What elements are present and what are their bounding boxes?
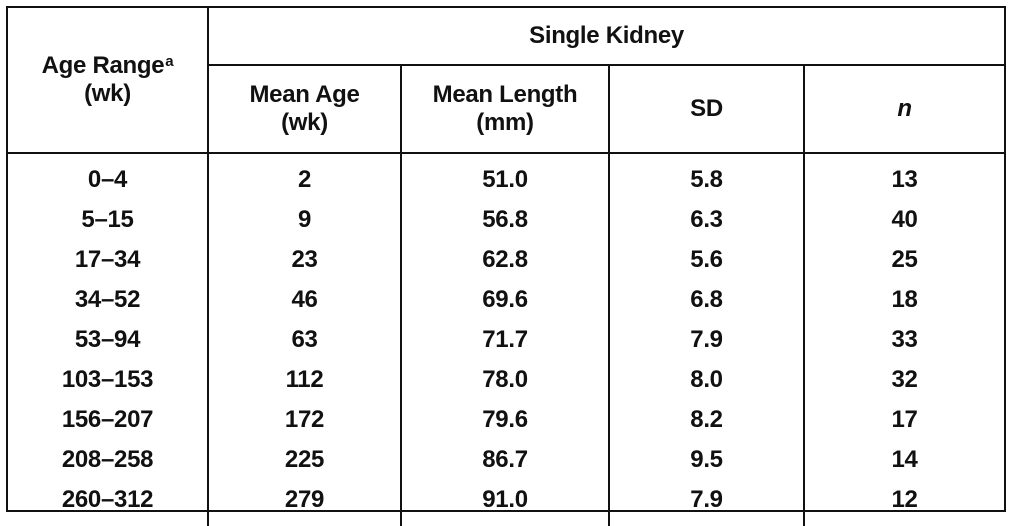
mean-age-cell: 46: [208, 280, 402, 320]
mean-age-header-label: Mean Age: [249, 81, 360, 108]
n-cell: 13: [891, 166, 918, 193]
n-cell: 12: [891, 486, 918, 513]
mean-length-cell: 62.8: [401, 240, 610, 280]
mean-age-cell: 9: [208, 200, 402, 240]
age-range-header-label: Age Range: [41, 52, 165, 79]
table-row: 34–52 46 69.6 6.8 18: [8, 280, 1004, 320]
sd-cell: 7.9: [609, 320, 805, 360]
mean-length-cell: 56.8: [401, 200, 610, 240]
mean-length-header: Mean Length (mm): [401, 65, 610, 154]
sd-cell: 7.9: [609, 480, 805, 526]
mean-age-header: Mean Age (wk): [208, 65, 402, 154]
table-row: 208–258 225 86.7 9.5 14: [8, 440, 1004, 480]
table-row: 156–207 172 79.6 8.2 17: [8, 400, 1004, 440]
mean-length-cell: 51.0: [401, 153, 610, 200]
sd-cell: 8.0: [609, 360, 805, 400]
age-range-cell: 53–94: [8, 320, 209, 360]
n-cell: 14: [891, 446, 918, 473]
sd-cell: 5.6: [609, 240, 805, 280]
mean-length-cell: 78.0: [401, 360, 610, 400]
n-cell: 33: [891, 326, 918, 353]
table-row: 53–94 63 71.7 7.9 33: [8, 320, 1004, 360]
n-cell: 18: [891, 286, 918, 313]
n-cell: 25: [891, 246, 918, 273]
table-row: 260–312 279 91.0 7.9 12: [8, 480, 1004, 526]
sd-cell: 5.8: [609, 153, 805, 200]
sd-cell: 6.8: [609, 280, 805, 320]
age-range-cell: 260–312: [8, 480, 209, 526]
mean-age-cell: 112: [208, 360, 402, 400]
age-range-cell: 103–153: [8, 360, 209, 400]
mean-age-header-unit: (wk): [281, 109, 328, 136]
mean-length-cell: 91.0: [401, 480, 610, 526]
header-row-columns: Mean Age (wk) Mean Length (mm) SD n: [8, 65, 1005, 154]
mean-length-header-label: Mean Length: [432, 81, 578, 108]
mean-age-cell: 2: [208, 153, 402, 200]
age-range-header: Age Rangea (wk): [8, 8, 209, 154]
sd-header-label: SD: [690, 95, 723, 122]
single-kidney-group-header: Single Kidney: [208, 8, 1005, 66]
mean-length-cell: 79.6: [401, 400, 610, 440]
n-cell: 40: [891, 206, 918, 233]
age-range-cell: 156–207: [8, 400, 209, 440]
n-header: n: [804, 65, 1005, 154]
mean-length-cell: 71.7: [401, 320, 610, 360]
age-range-cell: 0–4: [8, 153, 209, 200]
mean-age-cell: 172: [208, 400, 402, 440]
table-header: Age Rangea (wk) Single Kidney Mean Age (…: [8, 8, 1005, 154]
table-row: 5–15 9 56.8 6.3 40: [8, 200, 1004, 240]
footnote-mark: a: [165, 53, 174, 70]
kidney-length-table: Age Rangea (wk) Single Kidney Mean Age (…: [6, 6, 1006, 526]
mean-length-header-unit: (mm): [476, 109, 534, 136]
mean-length-cell: 86.7: [401, 440, 610, 480]
age-range-cell: 34–52: [8, 280, 209, 320]
mean-age-cell: 23: [208, 240, 402, 280]
table-row: 0–4 2 51.0 5.8 13: [8, 153, 1004, 200]
header-row-group: Age Rangea (wk) Single Kidney: [8, 8, 1005, 154]
mean-age-cell: 279: [208, 480, 402, 526]
age-range-header-unit: (wk): [84, 80, 131, 107]
table-body: 0–4 2 51.0 5.8 13 5–15 9 56.8 6.3 40 17–…: [8, 153, 1004, 526]
mean-age-cell: 63: [208, 320, 402, 360]
age-range-cell: 5–15: [8, 200, 209, 240]
table-row: 103–153 112 78.0 8.0 32: [8, 360, 1004, 400]
mean-age-cell: 225: [208, 440, 402, 480]
age-range-cell: 208–258: [8, 440, 209, 480]
n-header-label: n: [897, 95, 912, 122]
n-cell: 32: [891, 366, 918, 393]
sd-header: SD: [609, 65, 805, 154]
sd-cell: 9.5: [609, 440, 805, 480]
age-range-cell: 17–34: [8, 240, 209, 280]
mean-length-cell: 69.6: [401, 280, 610, 320]
data-table: Age Rangea (wk) Single Kidney Mean Age (…: [8, 8, 1005, 526]
table-row: 17–34 23 62.8 5.6 25: [8, 240, 1004, 280]
sd-cell: 8.2: [609, 400, 805, 440]
n-cell: 17: [891, 406, 918, 433]
sd-cell: 6.3: [609, 200, 805, 240]
